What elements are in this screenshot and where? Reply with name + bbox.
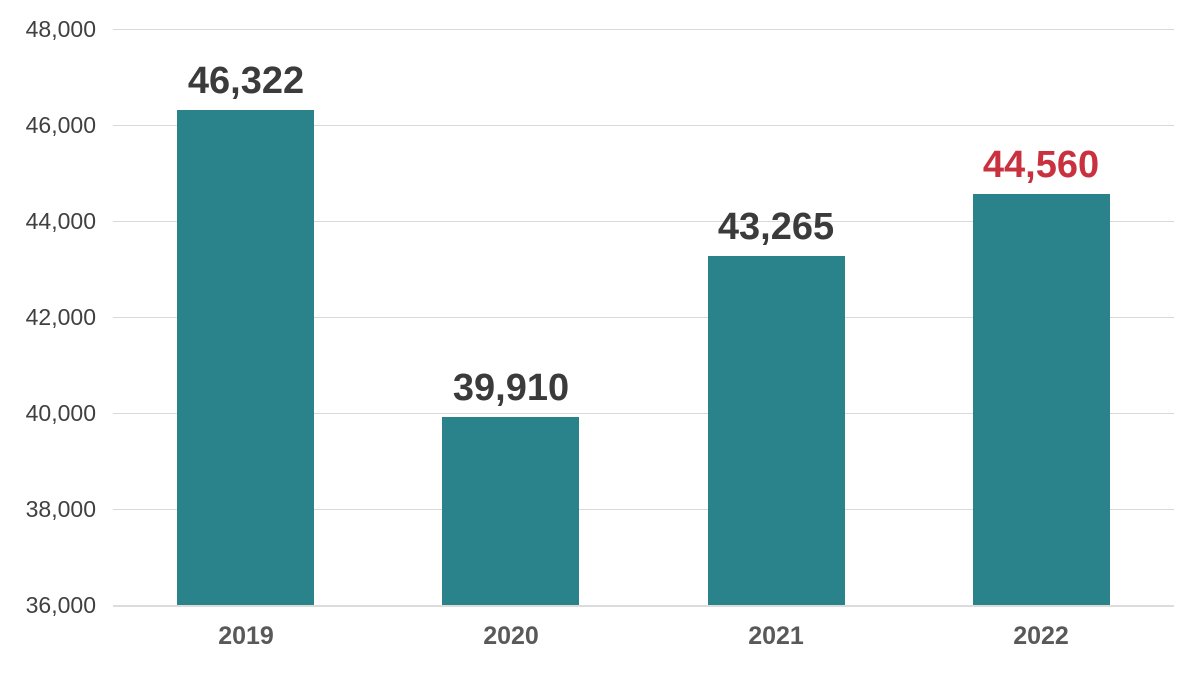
data-label-2019: 46,322 <box>187 60 305 102</box>
horizontal-gridline <box>113 125 1174 126</box>
x-axis-tick-label-2019: 2019 <box>218 622 274 650</box>
y-axis-tick-label: 48,000 <box>25 16 96 42</box>
x-axis-tick-label-2022: 2022 <box>1013 622 1069 650</box>
horizontal-gridline <box>113 317 1174 318</box>
horizontal-gridline <box>113 221 1174 222</box>
x-axis-tick-label-2021: 2021 <box>748 622 804 650</box>
bar-2022 <box>973 194 1110 605</box>
y-axis-tick-label: 44,000 <box>25 208 96 234</box>
x-axis-tick-label-2020: 2020 <box>483 622 539 650</box>
horizontal-gridline <box>113 29 1174 30</box>
y-axis-tick-label: 46,000 <box>25 112 96 138</box>
x-axis-line <box>113 605 1174 607</box>
bar-2020 <box>442 417 579 605</box>
y-axis-tick-label: 38,000 <box>25 496 96 522</box>
horizontal-gridline <box>113 509 1174 510</box>
data-label-2021: 43,265 <box>717 206 835 248</box>
bar-2019 <box>177 110 314 605</box>
horizontal-gridline <box>113 413 1174 414</box>
data-label-2022: 44,560 <box>982 144 1100 186</box>
y-axis-tick-label: 36,000 <box>25 592 96 618</box>
data-label-2020: 39,910 <box>452 367 570 409</box>
bar-2021 <box>708 256 845 605</box>
y-axis-tick-label: 40,000 <box>25 400 96 426</box>
y-axis-tick-label: 42,000 <box>25 304 96 330</box>
